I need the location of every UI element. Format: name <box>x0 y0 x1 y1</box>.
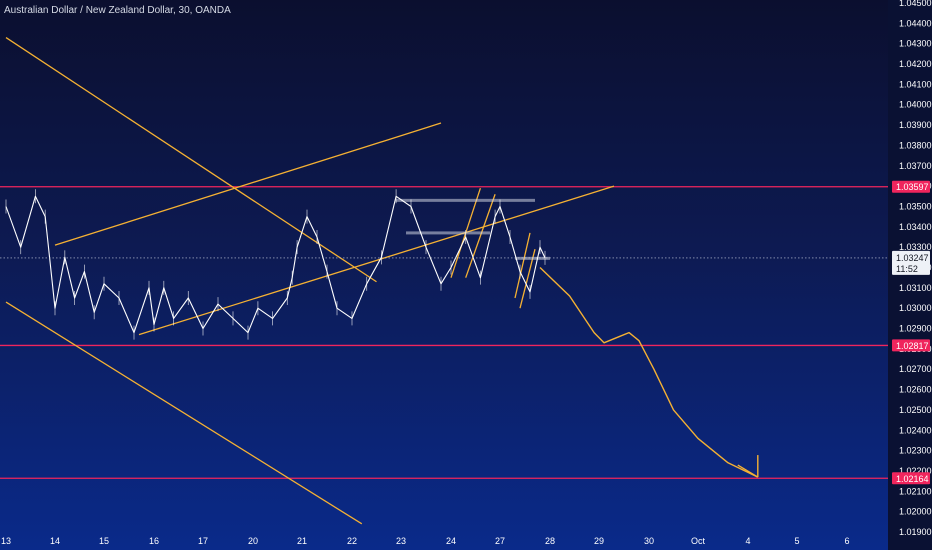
level-badge-support <box>892 339 930 352</box>
trendline-lower-descending <box>5 301 363 525</box>
x-tick-label: 15 <box>99 536 109 546</box>
level-badge-target <box>892 472 930 485</box>
countdown-label: 11:52 <box>896 264 918 274</box>
x-tick-label: 4 <box>745 536 750 546</box>
y-tick-label: 1.02000 <box>899 507 932 517</box>
y-tick-label: 1.01900 <box>899 527 932 537</box>
projection-path <box>539 266 759 478</box>
y-tick-label: 1.04000 <box>899 100 932 110</box>
rect-range-mid <box>406 231 491 235</box>
y-tick-label: 1.02500 <box>899 405 932 415</box>
x-tick-label: 29 <box>594 536 604 546</box>
y-tick-label: 1.02700 <box>899 364 932 374</box>
x-tick-label: 14 <box>50 536 60 546</box>
level-badge-label: 1.02817 <box>896 341 929 351</box>
y-tick-label: 1.03400 <box>899 222 932 232</box>
y-tick-label: 1.03800 <box>899 140 932 150</box>
x-tick-label: 23 <box>396 536 406 546</box>
y-tick-label: 1.04300 <box>899 39 932 49</box>
y-tick-label: 1.03000 <box>899 303 932 313</box>
y-tick-label: 1.02200 <box>899 466 932 476</box>
y-tick-label: 1.04500 <box>899 0 932 8</box>
y-tick-label: 1.02900 <box>899 324 932 334</box>
x-tick-label: 24 <box>446 536 456 546</box>
y-tick-label: 1.04200 <box>899 59 932 69</box>
y-tick-label: 1.02300 <box>899 446 932 456</box>
x-tick-label: 21 <box>297 536 307 546</box>
trendline-small-channel-c <box>514 232 531 299</box>
y-tick-label: 1.02400 <box>899 425 932 435</box>
x-axis: 13 14 15 16 17 20 21 22 23 24 27 28 29 30 Oct 4 5 6 <box>1 536 850 546</box>
x-tick-label: 22 <box>347 536 357 546</box>
x-tick-label: Oct <box>691 536 706 546</box>
x-tick-label: 28 <box>545 536 555 546</box>
y-tick-label: 1.04400 <box>899 18 932 28</box>
chart-title: Australian Dollar / New Zealand Dollar, … <box>4 5 231 16</box>
x-tick-label: 20 <box>248 536 258 546</box>
trendline-small-channel-b <box>465 194 496 278</box>
y-tick-label: 1.03700 <box>899 161 932 171</box>
y-tick-label: 1.03900 <box>899 120 932 130</box>
trendline-rising-lower <box>138 185 615 336</box>
level-badge-resistance <box>892 180 930 193</box>
horizontal-levels <box>0 186 888 479</box>
current-price-label: 1.03247 <box>896 253 929 263</box>
range-rectangles <box>396 198 550 260</box>
trendline-upper-descending <box>5 37 377 283</box>
y-tick-label: 1.03300 <box>899 242 932 252</box>
trendline-rising-upper <box>54 122 442 246</box>
trendlines <box>5 37 615 525</box>
projection-curve <box>539 266 759 478</box>
y-tick-label: 1.02100 <box>899 486 932 496</box>
x-tick-label: 5 <box>794 536 799 546</box>
y-tick-label: 1.03100 <box>899 283 932 293</box>
projection-arrow-head <box>737 464 759 478</box>
rect-range-top <box>396 198 535 202</box>
level-badge-label: 1.02164 <box>896 474 929 484</box>
y-tick-label: 1.02600 <box>899 385 932 395</box>
y-tick-label: 1.03500 <box>899 201 932 211</box>
x-tick-label: 30 <box>644 536 654 546</box>
rect-current-box <box>515 256 550 260</box>
current-price-badge <box>892 250 930 275</box>
price-axis-panel[interactable] <box>888 0 932 550</box>
y-tick-label: 1.04100 <box>899 79 932 89</box>
x-tick-label: 27 <box>495 536 505 546</box>
level-badge-label: 1.03597 <box>896 182 929 192</box>
x-tick-label: 13 <box>1 536 11 546</box>
price-series <box>5 189 546 340</box>
x-tick-label: 6 <box>844 536 849 546</box>
x-tick-label: 17 <box>198 536 208 546</box>
x-tick-label: 16 <box>149 536 159 546</box>
price-line <box>5 195 546 334</box>
